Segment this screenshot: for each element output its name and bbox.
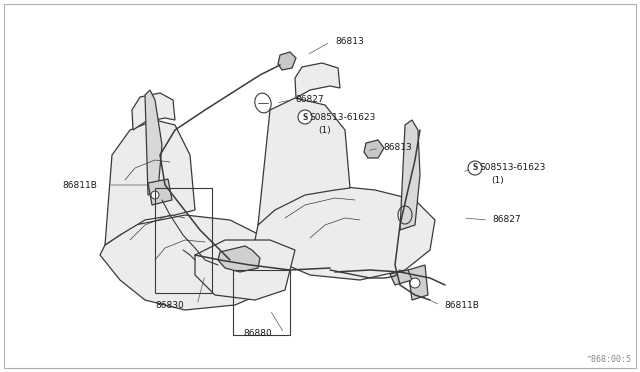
Bar	[155, 188, 212, 293]
Polygon shape	[295, 63, 340, 98]
Text: 86827: 86827	[492, 215, 520, 224]
Text: (1): (1)	[491, 176, 504, 186]
Text: 86827: 86827	[295, 96, 324, 105]
Text: 86830: 86830	[155, 301, 184, 310]
Text: 86813: 86813	[335, 38, 364, 46]
Polygon shape	[100, 215, 275, 310]
Text: S08513-61623: S08513-61623	[309, 112, 376, 122]
Circle shape	[410, 278, 420, 288]
Text: 86880: 86880	[243, 328, 272, 337]
Circle shape	[151, 191, 159, 199]
Text: 86813: 86813	[383, 144, 412, 153]
Polygon shape	[132, 93, 175, 130]
Polygon shape	[258, 98, 350, 225]
Polygon shape	[105, 120, 195, 245]
Text: (1): (1)	[318, 125, 331, 135]
Polygon shape	[195, 240, 295, 300]
Text: ^868:00:5: ^868:00:5	[587, 355, 632, 364]
Polygon shape	[218, 246, 260, 272]
Polygon shape	[148, 179, 172, 205]
Text: S: S	[472, 164, 477, 173]
Text: S: S	[302, 112, 308, 122]
Polygon shape	[400, 120, 420, 230]
Polygon shape	[145, 90, 162, 195]
Polygon shape	[364, 140, 384, 158]
Text: 86811B: 86811B	[444, 301, 479, 310]
Text: S08513-61623: S08513-61623	[479, 164, 545, 173]
Polygon shape	[390, 270, 412, 285]
Circle shape	[468, 161, 482, 175]
Polygon shape	[408, 265, 428, 300]
Polygon shape	[278, 52, 296, 70]
Circle shape	[298, 110, 312, 124]
Bar	[233, 270, 290, 335]
Text: 86811B: 86811B	[62, 180, 97, 189]
Polygon shape	[255, 185, 435, 280]
